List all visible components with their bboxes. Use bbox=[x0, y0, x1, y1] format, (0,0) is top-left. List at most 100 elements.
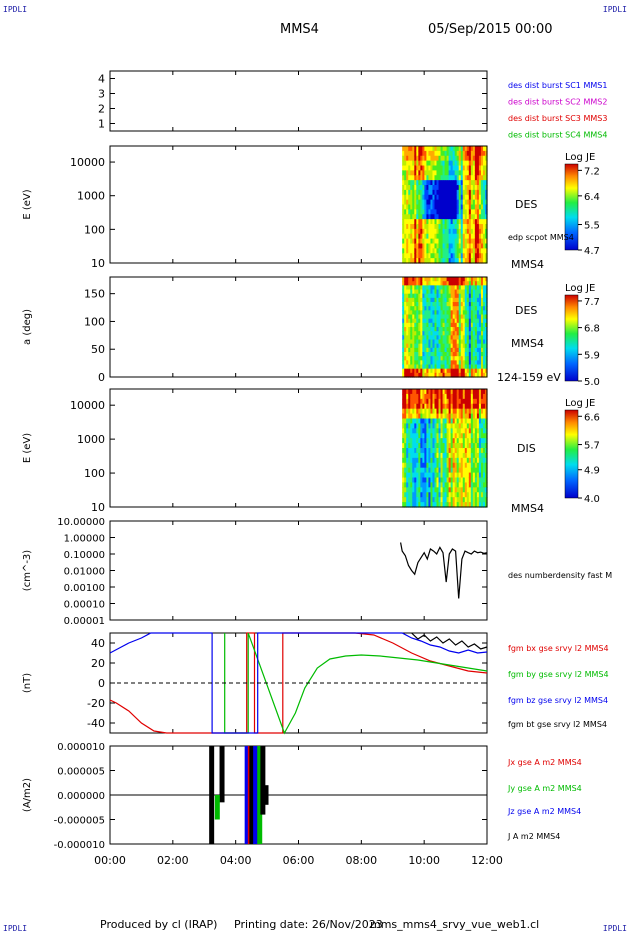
spectrogram-cell bbox=[414, 428, 417, 434]
spectrogram-cell bbox=[432, 199, 436, 206]
spectrogram-cell bbox=[468, 335, 472, 341]
spectrogram-cell bbox=[450, 448, 454, 454]
spectrogram-cell bbox=[424, 314, 428, 320]
spectrogram-cell bbox=[458, 347, 462, 353]
spectrogram-cell bbox=[462, 477, 466, 484]
spectrogram-cell bbox=[440, 214, 444, 220]
spectrogram-cell bbox=[412, 487, 415, 493]
spectrogram-cell bbox=[414, 403, 417, 410]
spectrogram-cell bbox=[450, 277, 454, 282]
spectrogram-cell bbox=[476, 398, 480, 405]
spectrogram-cell bbox=[410, 467, 413, 474]
y-tick-label: 20 bbox=[91, 657, 105, 670]
spectrogram-cell bbox=[478, 224, 482, 230]
spectrogram-cell bbox=[444, 487, 448, 493]
spectrogram-cell bbox=[464, 194, 468, 201]
spectrogram-cell bbox=[460, 433, 464, 439]
spectrogram-cell bbox=[436, 155, 440, 162]
y-tick-label: 10000 bbox=[70, 399, 105, 412]
spectrogram-cell bbox=[430, 228, 434, 235]
spectrogram-cell bbox=[414, 199, 417, 206]
spectrogram-cell bbox=[482, 224, 486, 230]
spectrogram-cell bbox=[444, 389, 448, 395]
spectrogram-cell bbox=[482, 372, 486, 378]
spectrogram-cell bbox=[402, 189, 405, 196]
spectrogram-cell bbox=[476, 389, 480, 395]
spectrogram-cell bbox=[408, 335, 411, 341]
spectrogram-cell bbox=[432, 364, 436, 370]
spectrogram-cell bbox=[474, 209, 478, 215]
spectrogram-cell bbox=[470, 277, 474, 282]
spectrogram-cell bbox=[410, 293, 413, 299]
spectrogram-cell bbox=[440, 472, 444, 479]
spectrogram-cell bbox=[418, 214, 421, 220]
spectrogram-cell bbox=[452, 165, 456, 171]
spectrogram-cell bbox=[410, 482, 413, 488]
spectrogram-cell bbox=[456, 467, 460, 474]
spectrogram-cell bbox=[442, 314, 446, 320]
spectrogram-cell bbox=[426, 180, 430, 186]
spectrogram-cell bbox=[406, 331, 409, 336]
spectrogram-cell bbox=[478, 243, 482, 249]
spectrogram-cell bbox=[480, 497, 484, 503]
spectrogram-cell bbox=[484, 199, 488, 206]
spectrogram-cell bbox=[484, 277, 488, 282]
spectrogram-cell bbox=[478, 253, 482, 259]
spectrogram-cell bbox=[462, 194, 466, 201]
panel-label: 124-159 eV bbox=[497, 371, 561, 384]
spectrogram-cell bbox=[416, 318, 419, 324]
spectrogram-cell bbox=[484, 438, 488, 444]
spectrogram-cell bbox=[460, 360, 464, 366]
spectrogram-cell bbox=[460, 389, 464, 395]
spectrogram-cell bbox=[454, 189, 458, 196]
x-tick-label: 04:00 bbox=[220, 854, 252, 867]
spectrogram-cell bbox=[484, 443, 488, 449]
spectrogram-cell bbox=[482, 331, 486, 336]
spectrogram-cell bbox=[474, 368, 478, 374]
spectrogram-cell bbox=[424, 204, 428, 210]
spectrogram-cell bbox=[406, 224, 409, 230]
spectrogram-cell bbox=[460, 314, 464, 320]
spectrogram-cell bbox=[406, 146, 409, 152]
spectrogram-cell bbox=[414, 343, 417, 349]
spectrogram-cell bbox=[402, 233, 405, 240]
spectrogram-cell bbox=[410, 487, 413, 493]
spectrogram-cell bbox=[408, 258, 411, 264]
spectrogram-cell bbox=[442, 199, 446, 206]
spectrogram-cell bbox=[458, 403, 462, 410]
spectrogram-cell bbox=[446, 228, 450, 235]
spectrogram-cell bbox=[474, 393, 478, 400]
spectrogram-cell bbox=[404, 393, 407, 400]
spectrogram-cell bbox=[426, 492, 430, 498]
spectrogram-cell bbox=[450, 339, 454, 345]
spectrogram-cell bbox=[404, 199, 407, 206]
spectrogram-cell bbox=[446, 170, 450, 176]
spectrogram-cell bbox=[470, 398, 474, 405]
spectrogram-cell bbox=[406, 189, 409, 196]
spectrogram-cell bbox=[422, 408, 425, 415]
spectrogram-cell bbox=[462, 277, 466, 282]
spectrogram-cell bbox=[420, 335, 423, 341]
spectrogram-cell bbox=[408, 185, 411, 191]
spectrogram-cell bbox=[468, 228, 472, 235]
spectrogram-cell bbox=[408, 146, 411, 152]
spectrogram-cell bbox=[426, 189, 430, 196]
spectrogram-cell bbox=[414, 285, 417, 291]
spectrogram-cell bbox=[476, 364, 480, 370]
spectrogram-cell bbox=[472, 331, 476, 336]
spectrogram-cell bbox=[466, 477, 470, 484]
spectrogram-cell bbox=[412, 318, 415, 324]
spectrogram-cell bbox=[402, 502, 405, 508]
spectrogram-cell bbox=[470, 438, 474, 444]
spectrogram-cell bbox=[472, 438, 476, 444]
spectrogram-cell bbox=[442, 150, 446, 157]
spectrogram-cell bbox=[406, 457, 409, 464]
spectrogram-cell bbox=[436, 403, 440, 410]
y-tick-label: 10 bbox=[91, 257, 105, 270]
spectrogram-cell bbox=[426, 343, 430, 349]
spectrogram-cell bbox=[458, 194, 462, 201]
spectrogram-cell bbox=[464, 285, 468, 291]
spectrogram-cell bbox=[440, 322, 444, 328]
spectrogram-cell bbox=[484, 393, 488, 400]
spectrogram-cell bbox=[464, 438, 468, 444]
